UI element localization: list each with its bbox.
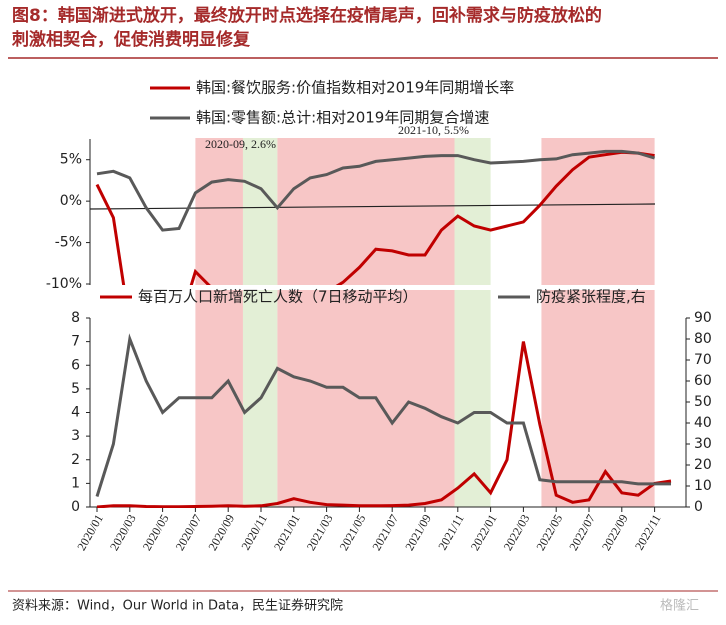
y2-tick-label: 10: [694, 478, 712, 494]
x-tick-label: 2022/07: [566, 512, 598, 553]
y-tick-label: 3: [71, 428, 80, 444]
x-tick-label: 2021/11: [435, 512, 467, 553]
annotation: 2020-09, 2.6%: [205, 137, 276, 151]
title-line: 刺激相契合，促使消费明显修复: [12, 29, 251, 50]
shaded-period: [277, 138, 455, 285]
x-tick-label: 2022/03: [501, 512, 533, 553]
series-line: [96, 341, 672, 508]
y2-tick-label: 30: [694, 436, 712, 452]
y-tick-label: 0%: [60, 193, 82, 209]
x-tick-label: 2020/11: [238, 512, 270, 553]
y-tick-label: 0: [71, 499, 80, 515]
y-tick-label: -5%: [55, 235, 82, 251]
y2-tick-label: 60: [694, 373, 712, 389]
x-tick-label: 2020/05: [140, 512, 172, 553]
x-tick-label: 2021/07: [369, 512, 401, 553]
source: 资料来源：Wind，Our World in Data，民生证券研究院: [12, 598, 343, 614]
y-tick-label: 2: [71, 452, 80, 468]
x-tick-label: 2021/03: [304, 512, 336, 553]
x-tick-label: 2022/05: [533, 512, 565, 553]
y-tick-label: 6: [71, 357, 80, 373]
x-tick-label: 2021/01: [271, 512, 303, 553]
y-tick-label: 8: [71, 310, 80, 326]
y-tick-label: 5: [71, 381, 80, 397]
legend-label: 每百万人口新增死亡人数（7日移动平均）: [138, 288, 418, 306]
x-tick-label: 2022/01: [468, 512, 500, 553]
title-line: 图8：韩国渐进式放开，最终放开时点选择在疫情尾声，回补需求与防疫放松的: [12, 5, 602, 26]
y2-tick-label: 70: [694, 352, 712, 368]
y2-tick-label: 50: [694, 394, 712, 410]
x-tick-label: 2021/09: [402, 512, 434, 553]
y2-tick-label: 80: [694, 331, 712, 347]
x-tick-label: 2021/05: [337, 512, 369, 553]
series-line: [96, 149, 656, 232]
y-tick-label: 5%: [60, 152, 82, 168]
y2-tick-label: 20: [694, 457, 712, 473]
reference-line: [89, 203, 656, 210]
shaded-period: [541, 138, 655, 285]
y2-tick-label: 0: [694, 499, 703, 515]
y2-tick-label: 40: [694, 415, 712, 431]
series-line: [95, 333, 671, 497]
y-tick-label: 4: [71, 405, 80, 421]
watermark: 格隆汇: [660, 598, 699, 614]
legend-label: 韩国:零售额:总计:相对2019年同期复合增速: [196, 109, 489, 127]
annotation: 2021-10, 5.5%: [398, 123, 469, 137]
x-tick-label: 2020/09: [205, 512, 237, 553]
legend-label: 韩国:餐饮服务:价值指数相对2019年同期增长率: [196, 79, 514, 97]
shaded-period: [454, 290, 491, 507]
x-tick-label: 2020/07: [173, 512, 205, 553]
x-tick-label: 2022/09: [599, 512, 631, 553]
shaded-period: [242, 138, 278, 285]
y2-tick-label: 90: [694, 310, 712, 326]
x-tick-label: 2022/11: [632, 512, 664, 553]
series-line: [95, 150, 655, 285]
shaded-period: [541, 290, 655, 507]
x-tick-label: 2020/01: [74, 512, 106, 553]
legend-label: 防疫紧张程度,右: [536, 288, 646, 306]
y-tick-label: -10%: [46, 276, 82, 292]
shaded-period: [195, 138, 243, 285]
y-tick-label: 1: [71, 475, 80, 491]
x-tick-label: 2020/03: [107, 512, 139, 553]
y-tick-label: 7: [71, 334, 80, 350]
